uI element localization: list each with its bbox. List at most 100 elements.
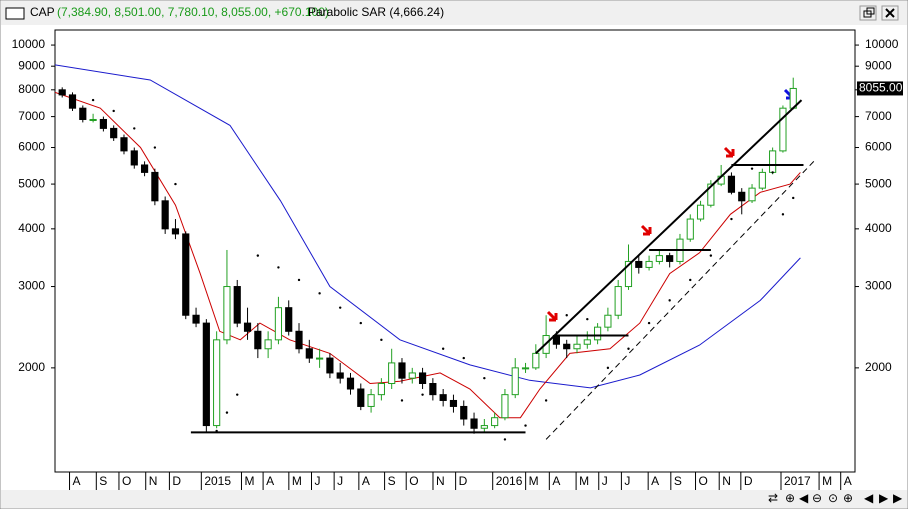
candle-body <box>686 218 694 240</box>
sar-dot <box>792 196 795 200</box>
sar-dot <box>225 411 229 414</box>
sar-dot <box>647 321 651 325</box>
x-tick-label: D <box>459 474 468 488</box>
y-tick-label-right: 2000 <box>865 360 892 374</box>
candle-body <box>336 372 344 379</box>
sar-dot <box>153 146 157 149</box>
ohlc-text: (7,384.90, 8,501.00, 7,780.10, 8,055.00,… <box>57 5 329 19</box>
y-tick-label-left: 3000 <box>18 279 45 293</box>
candle-body <box>99 118 107 129</box>
y-tick-label-right: 7000 <box>865 109 892 123</box>
candle-body <box>480 425 488 429</box>
candle-body <box>645 260 653 268</box>
sar-dot <box>730 217 733 221</box>
y-tick-label-right: 6000 <box>865 140 892 154</box>
sar-dot <box>400 399 404 402</box>
candle-body <box>213 339 221 427</box>
candle-body <box>357 388 365 407</box>
candle-body <box>470 418 478 429</box>
candle-body <box>521 367 530 370</box>
svg-text:⊕: ⊕ <box>843 491 853 505</box>
x-tick-label: D <box>744 474 753 488</box>
candle-body <box>779 107 787 152</box>
candle-body <box>388 362 396 385</box>
y-tick-label-right: 5000 <box>865 176 892 190</box>
sar-dot <box>318 292 321 295</box>
candle-body <box>532 352 540 369</box>
y-tick-label-left: 6000 <box>18 140 45 154</box>
candle-body <box>563 343 571 350</box>
candle-body <box>501 394 509 419</box>
trendline <box>545 161 815 440</box>
sar-dot <box>462 356 465 360</box>
trendline <box>535 99 803 355</box>
x-tick-label: S <box>99 474 107 488</box>
sar-dot <box>112 109 115 113</box>
candle-body <box>295 330 303 350</box>
y-tick-label-left: 7000 <box>18 109 45 123</box>
x-tick-label: M <box>822 474 832 488</box>
candle-body <box>769 150 777 173</box>
sar-dot <box>91 98 95 102</box>
x-tick-label: 2016 <box>496 474 523 488</box>
candle-body <box>655 255 663 262</box>
x-tick-label: M <box>292 474 302 488</box>
indicator-text: Parabolic SAR (4,666.24) <box>308 5 444 19</box>
svg-text:▶: ▶ <box>893 491 903 505</box>
candle-body <box>624 260 633 288</box>
candle-body <box>758 171 766 189</box>
x-tick-label: J <box>602 474 608 488</box>
x-tick-label: A <box>844 474 852 488</box>
x-tick-label: A <box>552 474 560 488</box>
sar-dot <box>668 299 671 302</box>
x-tick-label: S <box>388 474 396 488</box>
y-tick-label-left: 8000 <box>18 82 45 96</box>
last-price-label: 8055.00 <box>859 81 903 95</box>
candle-body <box>439 394 447 401</box>
x-tick-label: N <box>436 474 445 488</box>
svg-text:◀: ◀ <box>864 491 874 505</box>
svg-text:⊙: ⊙ <box>828 491 838 505</box>
svg-text:⇄: ⇄ <box>768 491 778 505</box>
sar-dot <box>441 347 445 350</box>
header-bar <box>1 1 907 25</box>
candle-body <box>418 372 427 385</box>
candle-body <box>130 150 138 166</box>
sar-dot <box>524 424 527 427</box>
sar-dot <box>586 317 589 321</box>
sar-dot <box>689 278 692 282</box>
scroll-controls[interactable]: ⇄ ⊕ ◀ ⊖ ⊙ ⊕ ◀ ▶ ▶ <box>768 491 903 505</box>
sar-dot <box>359 321 362 325</box>
candle-body <box>583 339 591 345</box>
candle-body <box>161 200 169 230</box>
candle-body <box>408 372 416 379</box>
sar-dot <box>256 254 260 257</box>
candle-body <box>79 107 87 120</box>
plot-layer <box>55 64 815 441</box>
sar-dot <box>781 213 785 216</box>
sar-dot <box>297 278 301 282</box>
sar-dot <box>503 438 507 441</box>
sar-dot <box>606 366 610 370</box>
candle-body <box>243 322 252 332</box>
close-button[interactable] <box>881 5 899 21</box>
x-tick-label: M <box>529 474 539 488</box>
x-tick-label: N <box>149 474 158 488</box>
sar-dot <box>627 347 630 350</box>
restore-button[interactable] <box>859 5 877 21</box>
candle-body <box>429 383 437 396</box>
candle-body <box>460 405 468 420</box>
candle-body <box>635 260 643 268</box>
x-tick-label: J <box>314 474 320 488</box>
candle-body <box>254 330 262 350</box>
sar-dot <box>277 266 280 269</box>
y-tick-label-left: 2000 <box>18 360 45 374</box>
candle-body <box>68 94 77 109</box>
candle-body <box>346 377 355 390</box>
y-tick-label-right: 3000 <box>865 279 892 293</box>
sar-dot <box>709 254 713 257</box>
x-tick-label: A <box>73 474 81 488</box>
x-tick-label: M <box>579 474 589 488</box>
y-tick-label-left: 9000 <box>18 58 45 72</box>
